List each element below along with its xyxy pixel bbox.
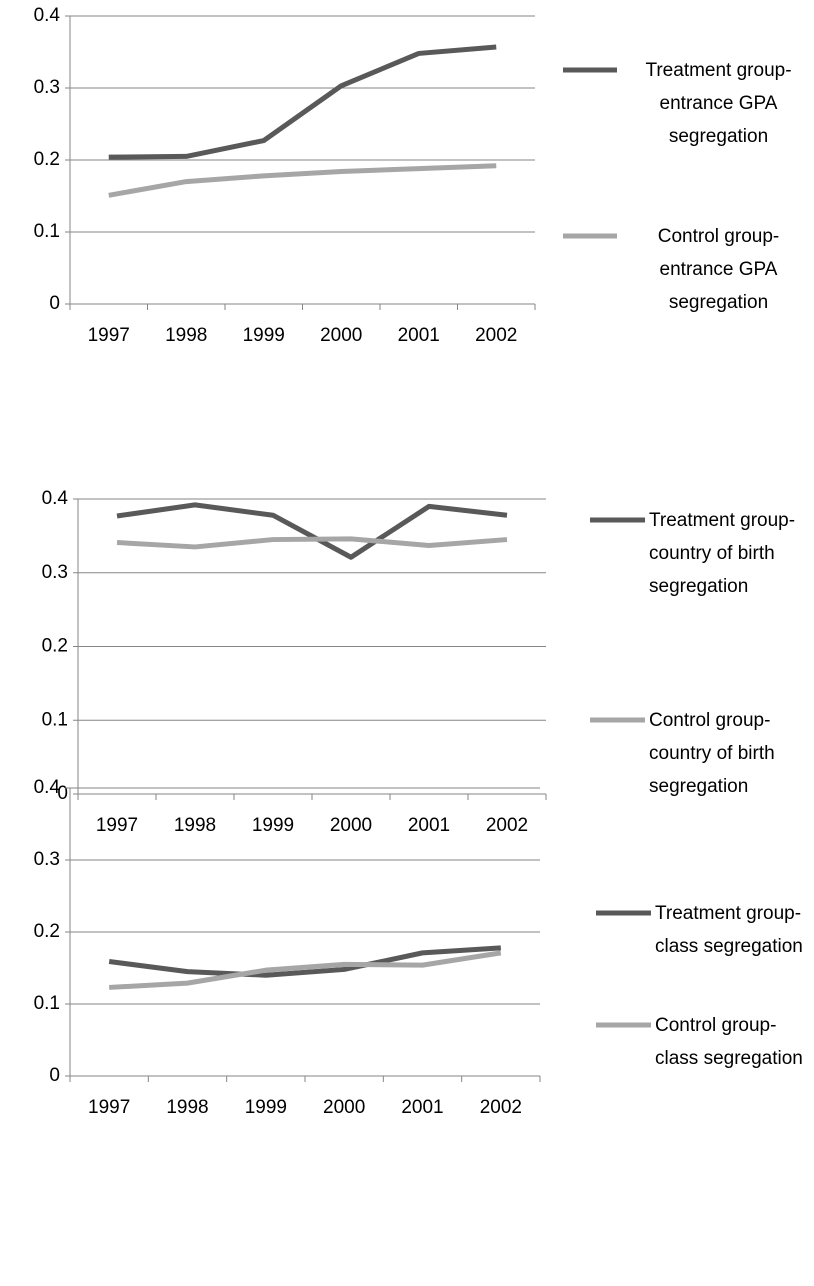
data-line — [108, 163, 497, 198]
x-tick-label: 1999 — [243, 325, 285, 346]
x-tick-label: 2001 — [398, 325, 440, 346]
x-tick-label: 2000 — [323, 1097, 365, 1118]
data-line — [109, 950, 502, 990]
x-tick-label: 2001 — [401, 1097, 443, 1118]
y-tick-label: 0.4 — [34, 777, 61, 798]
legend-label: Treatment group-entrance GPA segregation — [645, 60, 792, 147]
x-tick-label: 1998 — [166, 1097, 208, 1118]
x-tick-label: 2000 — [320, 325, 362, 346]
x-tick-label: 2002 — [475, 325, 517, 346]
y-tick-label: 0.4 — [42, 488, 69, 509]
y-tick-label: 0.3 — [34, 849, 60, 870]
x-tick-label: 1998 — [174, 815, 216, 836]
data-line — [108, 945, 501, 978]
x-tick-label: 2002 — [480, 1097, 522, 1118]
y-tick-label: 0 — [49, 1065, 60, 1086]
y-tick-label: 0.2 — [42, 636, 68, 657]
legend-label: Control group-entrance GPA segregation — [657, 226, 780, 313]
y-tick-label: 0.3 — [34, 77, 60, 98]
x-tick-label: 1997 — [88, 325, 130, 346]
data-line — [108, 44, 497, 160]
x-tick-label: 1999 — [245, 1097, 287, 1118]
legend-label: Control group-class segregation — [655, 1015, 803, 1069]
x-tick-label: 2002 — [486, 815, 528, 836]
y-tick-label: 0.1 — [34, 221, 60, 242]
x-tick-label: 1997 — [96, 815, 138, 836]
y-tick-label: 0 — [57, 783, 68, 804]
legend-label: Treatment group-class segregation — [655, 903, 803, 957]
y-tick-label: 0.4 — [34, 5, 61, 26]
y-tick-label: 0.2 — [34, 921, 60, 942]
x-tick-label: 1999 — [252, 815, 294, 836]
y-tick-label: 0.1 — [42, 709, 68, 730]
y-tick-label: 0.1 — [34, 993, 60, 1014]
x-tick-label: 2001 — [408, 815, 450, 836]
legend-label: Treatment group-country of birth segrega… — [649, 510, 796, 597]
y-tick-label: 0.2 — [34, 149, 60, 170]
data-line — [116, 502, 508, 560]
y-tick-label: 0.3 — [42, 562, 68, 583]
data-line — [116, 536, 508, 550]
x-tick-label: 1997 — [88, 1097, 130, 1118]
x-tick-label: 1998 — [165, 325, 207, 346]
y-tick-label: 0 — [49, 293, 60, 314]
x-tick-label: 2000 — [330, 815, 372, 836]
legend-label: Control group-country of birth segregati… — [649, 710, 775, 797]
